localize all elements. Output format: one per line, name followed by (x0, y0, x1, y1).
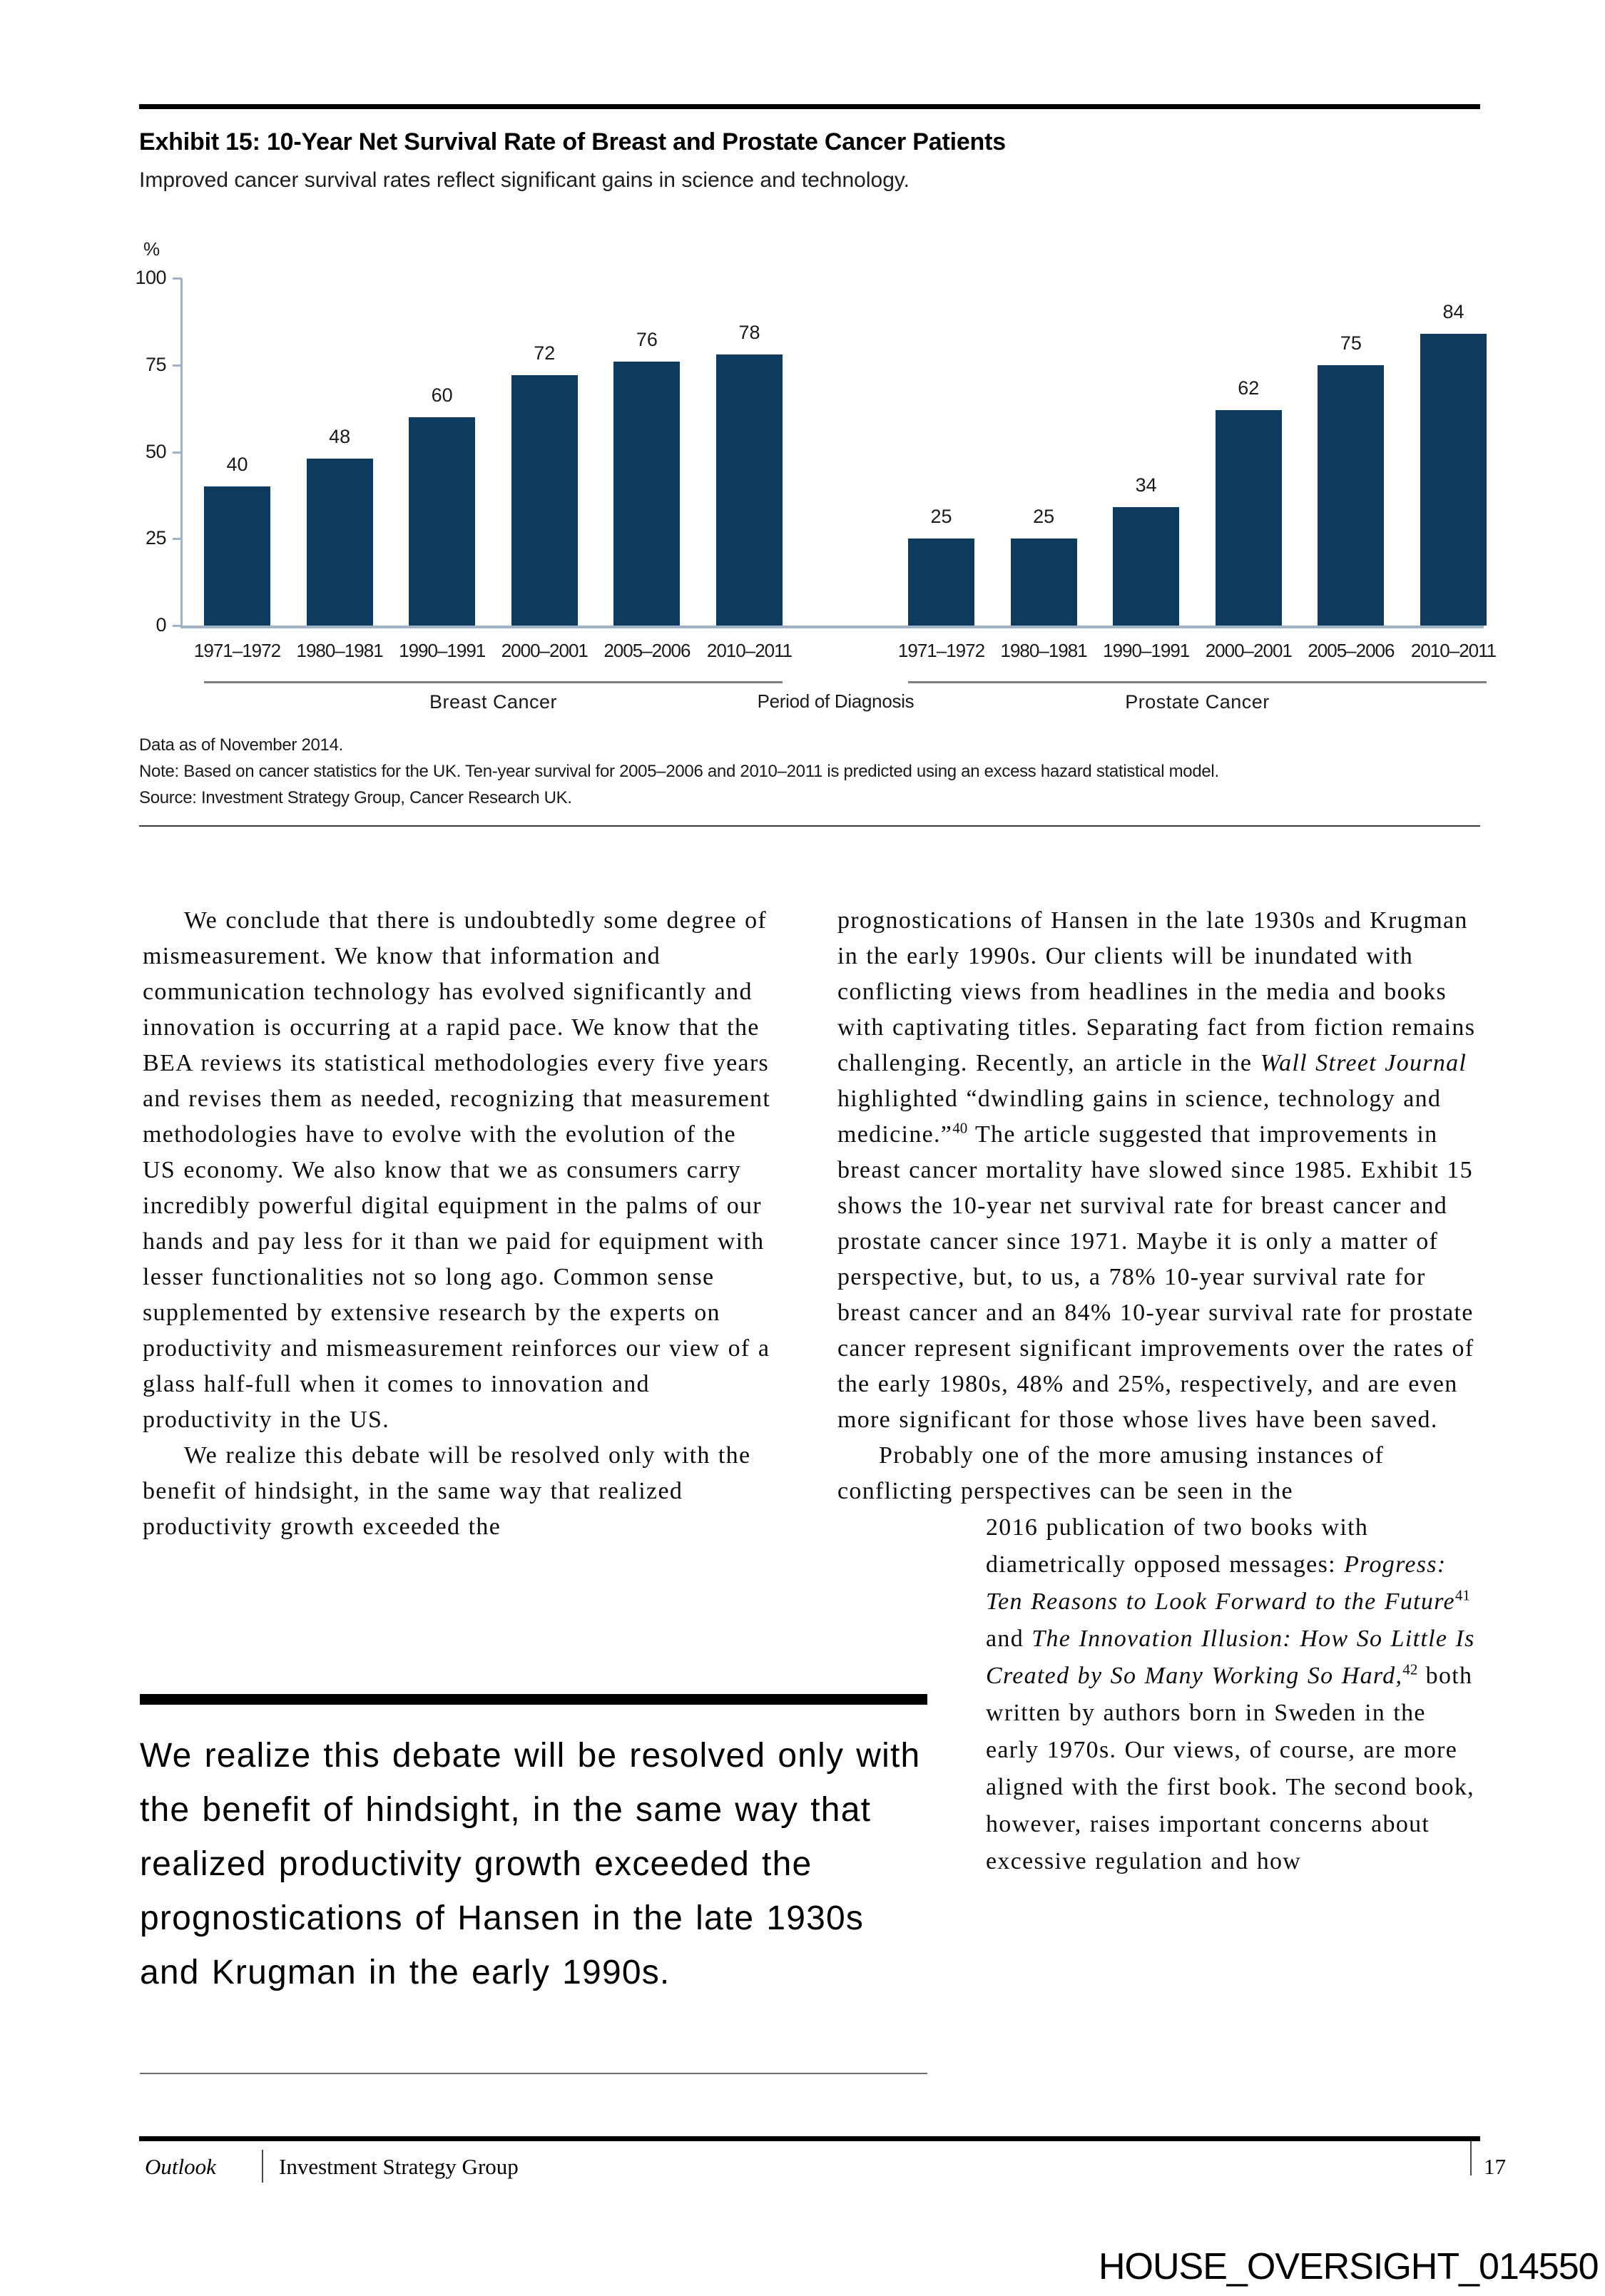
x-tick-label: 1971–1972 (897, 640, 985, 661)
pull-quote-bottom-rule (140, 2073, 927, 2074)
footnote-ref: 40 (952, 1119, 968, 1137)
bar-value-label: 76 (636, 329, 658, 350)
text-run: both written by authors born in Sweden i… (986, 1663, 1474, 1874)
pull-quote-top-bar (140, 1694, 927, 1705)
pull-quote: We realize this debate will be resolved … (140, 1737, 921, 1991)
bar (613, 362, 681, 626)
x-tick-label: 2005–2006 (603, 640, 691, 661)
top-rule (139, 104, 1480, 109)
bar-value-label: 25 (930, 506, 952, 527)
bar-value-label: 78 (738, 322, 760, 343)
group-label: Breast Cancer (429, 691, 558, 713)
bar-group: 25 1971–1972 25 1980–1981 34 1990–1991 62 2000–… (898, 278, 1497, 735)
text-run: 2016 publication of two books with diame… (986, 1514, 1369, 1578)
bar-value-label: 25 (1033, 506, 1055, 527)
body-right-column: prognostications of Hansen in the late 1… (837, 903, 1482, 1880)
italic-title-run: Wall Street Journal (1260, 1050, 1467, 1076)
bar (306, 459, 373, 626)
group-underline (204, 681, 783, 683)
wrapped-text-block: 2016 publication of two books with diame… (986, 1509, 1482, 1880)
x-tick-label: 1990–1991 (399, 640, 486, 661)
bar-value-label: 84 (1442, 301, 1464, 322)
footer: Outlook Investment Strategy Group (139, 2150, 781, 2187)
bar (1215, 410, 1282, 626)
footer-organization: Investment Strategy Group (279, 2154, 519, 2179)
bar (716, 354, 783, 626)
footnote-ref: 41 (1454, 1586, 1470, 1604)
note-data-as-of: Data as of November 2014. (139, 735, 343, 755)
group-label: Prostate Cancer (1125, 691, 1270, 713)
bar-group: 40 1971–1972 48 1980–1981 60 1990–1991 72 2000–… (194, 278, 793, 735)
y-tick-label: 50 (145, 440, 167, 462)
bar (511, 375, 578, 626)
y-tick-mark (173, 364, 182, 367)
y-tick-mark (173, 625, 182, 627)
chart-footnotes: Data as of November 2014. Note: Based on… (139, 732, 1552, 811)
x-tick-label: 1980–1981 (296, 640, 384, 661)
x-axis-line (180, 626, 1484, 628)
section-divider-rule (139, 825, 1480, 827)
bar-value-label: 60 (431, 384, 453, 406)
x-tick-label: 2010–2011 (1410, 640, 1497, 661)
footer-publication-name: Outlook (145, 2154, 216, 2179)
bar-value-label: 34 (1135, 474, 1157, 496)
bar-value-label: 62 (1238, 377, 1260, 399)
bar (409, 417, 476, 626)
group-underline (908, 681, 1487, 683)
exhibit-title: Exhibit 15: 10-Year Net Survival Rate of… (139, 128, 1006, 155)
page-number: 17 (1484, 2154, 1506, 2179)
bates-stamp-watermark: HOUSE_OVERSIGHT_014550 (1099, 2246, 1599, 2287)
y-tick-mark (173, 277, 182, 280)
paragraph: We conclude that there is undoubtedly so… (143, 907, 771, 1433)
footnote-ref: 42 (1402, 1660, 1418, 1678)
y-tick-label: 0 (156, 614, 166, 636)
bar-value-label: 40 (226, 454, 248, 475)
y-axis-unit-label: % (143, 238, 160, 260)
bar (1420, 334, 1487, 626)
text-run: and (986, 1626, 1032, 1652)
italic-title-run: The Innovation Illusion: How So Little I… (986, 1626, 1475, 1689)
page-number-divider (1470, 2141, 1472, 2175)
exhibit-subtitle: Improved cancer survival rates reflect s… (139, 168, 910, 192)
paragraph: Probably one of the more amusing instanc… (837, 1442, 1385, 1504)
x-tick-label: 2000–2001 (1205, 640, 1293, 661)
note-methodology: Note: Based on cancer statistics for the… (139, 762, 1219, 781)
paragraph: We realize this debate will be resolved … (143, 1442, 751, 1540)
text-run: The article suggested that improvements … (837, 1121, 1474, 1433)
x-tick-label: 2005–2006 (1308, 640, 1395, 661)
footer-rule (139, 2136, 1480, 2141)
italic-title-run: Progress: Ten Reasons to Look Forward to… (986, 1551, 1455, 1615)
bar (908, 539, 974, 626)
bar-value-label: 48 (329, 426, 351, 447)
bar (204, 486, 270, 626)
y-tick-mark (173, 451, 182, 454)
footer-divider (262, 2150, 263, 2183)
paragraph: prognostications of Hansen in the late 1… (837, 903, 1482, 1438)
body-left-column: We conclude that there is undoubtedly so… (143, 903, 773, 1545)
y-tick-label: 25 (145, 527, 167, 549)
x-axis-title: Period of Diagnosis (757, 690, 914, 712)
bar (1113, 507, 1180, 626)
x-tick-label: 1971–1972 (193, 640, 281, 661)
x-tick-label: 2000–2001 (501, 640, 588, 661)
text-run: highlighted “dwindling gains in science,… (837, 1086, 1442, 1148)
text-run: prognostications of Hansen in the late 1… (837, 907, 1476, 1076)
bar-chart: % Period of Diagnosis 0 25 50 75 100 40 1971–1… (135, 228, 1497, 799)
y-tick-mark (173, 538, 182, 541)
bar-value-label: 75 (1340, 332, 1362, 354)
note-source: Source: Investment Strategy Group, Cance… (139, 788, 572, 807)
y-tick-label: 75 (145, 353, 167, 375)
bar (1010, 539, 1077, 626)
x-tick-label: 1980–1981 (1000, 640, 1088, 661)
bar-value-label: 72 (534, 342, 556, 364)
x-tick-label: 2010–2011 (706, 640, 793, 661)
y-tick-label: 100 (135, 267, 166, 288)
x-tick-label: 1990–1991 (1103, 640, 1190, 661)
bar (1318, 365, 1385, 626)
